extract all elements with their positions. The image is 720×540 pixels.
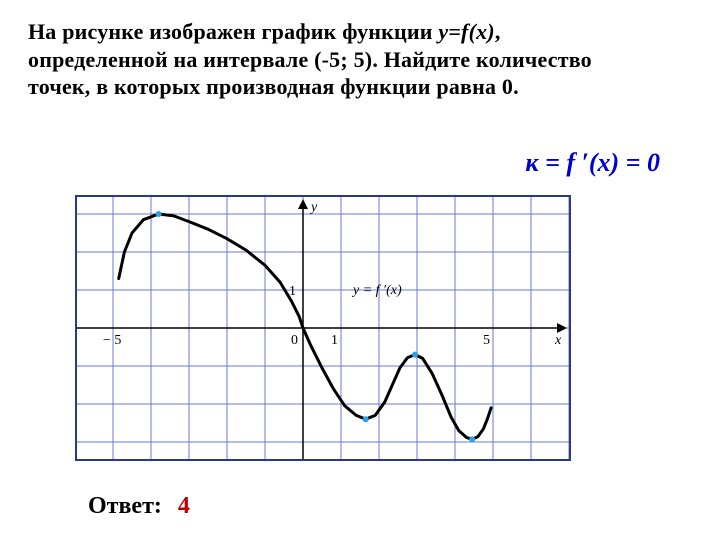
svg-text:y: y	[309, 200, 318, 215]
problem-seg-1b: у=f(x)	[438, 19, 494, 44]
svg-text:1: 1	[331, 333, 338, 348]
formula-text: к = f ′(х) = 0	[525, 148, 660, 178]
svg-text:x: x	[554, 333, 562, 348]
problem-seg-2: определенной на интервале (-5; 5). Найди…	[28, 47, 592, 72]
svg-text:y = f ′(x): y = f ′(x)	[351, 283, 402, 298]
svg-text:0: 0	[291, 333, 298, 348]
chart-container: 0 − 5 1 5 1 x y y = f ′(x)	[75, 195, 571, 461]
problem-seg-1c: ,	[495, 19, 501, 44]
answer-label: Ответ:	[88, 493, 162, 519]
answer-value: 4	[178, 493, 190, 519]
problem-seg-3: точек, в которых производная функции рав…	[28, 74, 519, 99]
svg-text:− 5: − 5	[103, 333, 121, 348]
svg-text:5: 5	[483, 333, 490, 348]
answer-block: Ответ: 4	[88, 493, 190, 520]
function-chart: 0 − 5 1 5 1 x y y = f ′(x)	[77, 197, 569, 459]
problem-text: На рисунке изображен график функции у=f(…	[28, 18, 692, 101]
problem-seg-1a: На рисунке изображен график функции	[28, 19, 438, 44]
svg-text:1: 1	[289, 284, 296, 299]
